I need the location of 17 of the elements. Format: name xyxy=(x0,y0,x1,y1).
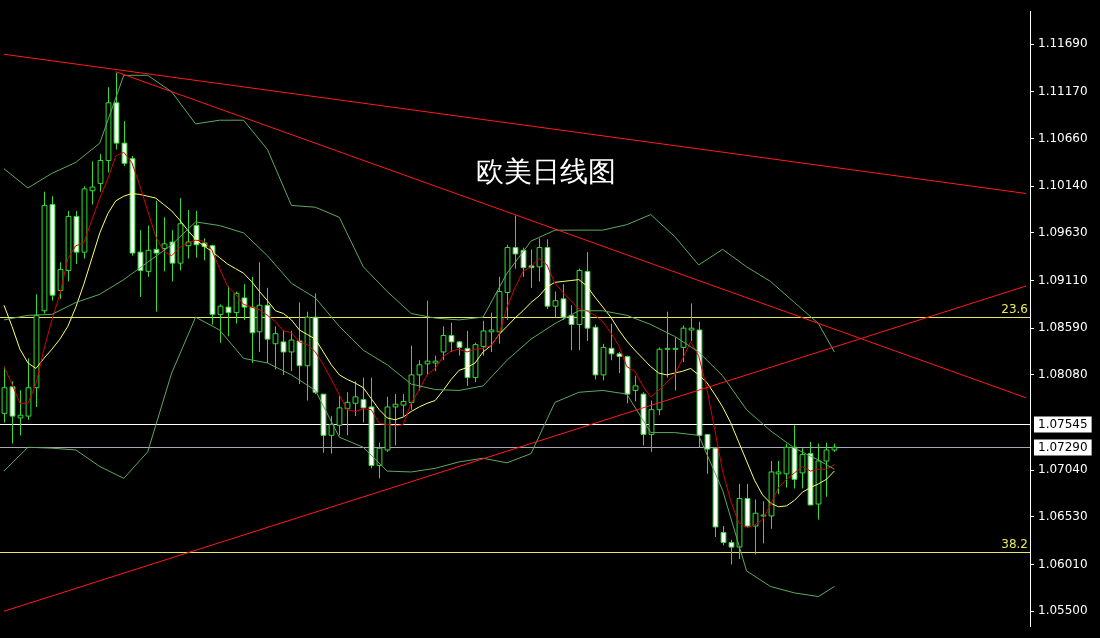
y-tick-label: 1.11690 xyxy=(1038,36,1088,51)
y-tick-label: 1.05500 xyxy=(1038,603,1088,618)
y-tick-label: 1.11170 xyxy=(1038,83,1088,98)
y-tick-label: 1.08590 xyxy=(1038,320,1088,335)
y-tick-label: 1.08080 xyxy=(1038,367,1088,382)
annotation: 23.6 xyxy=(1001,302,1028,317)
y-tick-label: 1.06010 xyxy=(1038,556,1088,571)
y-tick-label: 1.07040 xyxy=(1038,462,1088,477)
y-tick-label: 1.09110 xyxy=(1038,272,1088,287)
ref-line-label: 1.07290 xyxy=(1038,439,1088,454)
y-tick-label: 1.09630 xyxy=(1038,225,1088,240)
y-tick-label: 1.10660 xyxy=(1038,130,1088,145)
text: 欧美日线图 xyxy=(475,155,616,189)
ref-line-label: 1.07545 xyxy=(1038,416,1088,431)
y-tick-label: 1.10140 xyxy=(1038,178,1088,193)
y-tick-label: 1.06530 xyxy=(1038,509,1088,523)
annotation: 38.2 xyxy=(1001,536,1028,551)
